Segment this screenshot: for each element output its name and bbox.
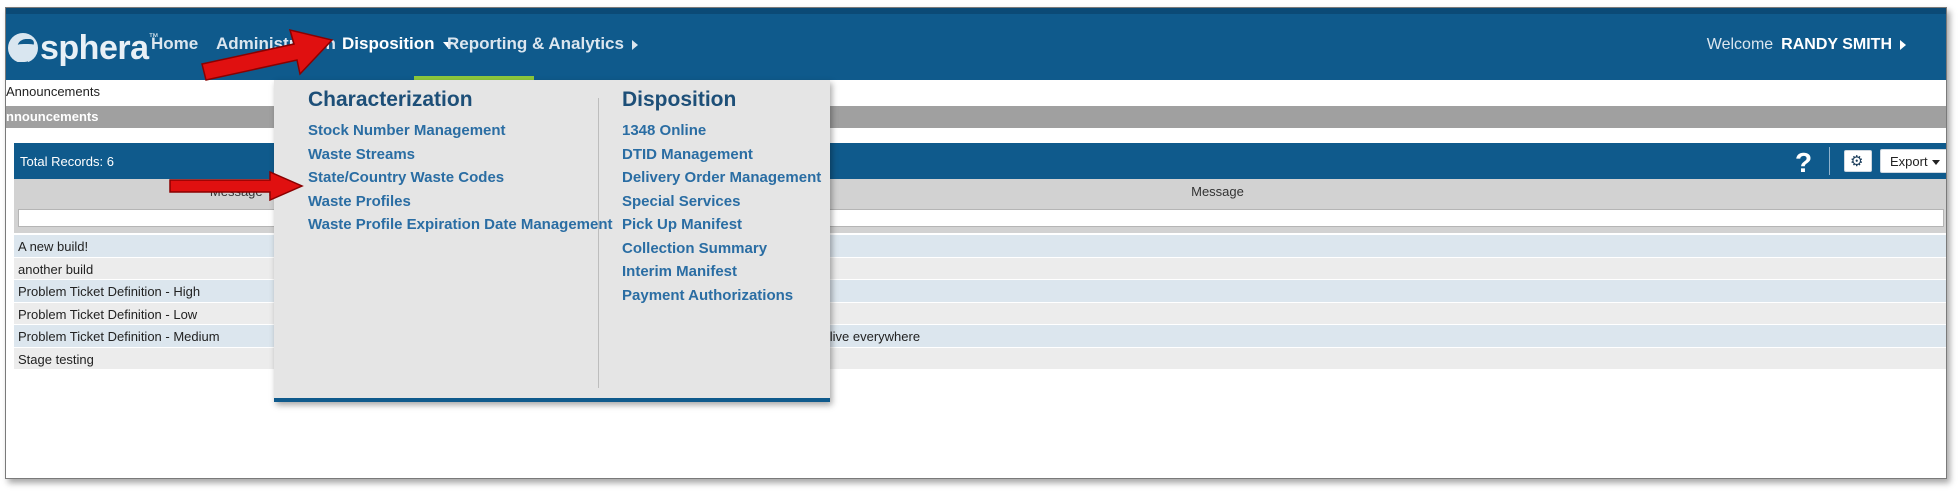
menu-item-waste-streams[interactable]: Waste Streams bbox=[308, 145, 415, 163]
menu-item-waste-profiles[interactable]: Waste Profiles bbox=[308, 192, 411, 210]
menu-item-interim-manifest[interactable]: Interim Manifest bbox=[622, 263, 738, 280]
nav-home[interactable]: Home bbox=[151, 34, 198, 54]
menu-column-disposition: Disposition 1348 Online DTID Management … bbox=[622, 80, 821, 310]
menu-item-dtid-management[interactable]: DTID Management bbox=[622, 145, 753, 163]
nav-home-label: Home bbox=[151, 34, 199, 53]
nav-reporting-analytics[interactable]: Reporting & Analytics bbox=[447, 34, 638, 54]
chevron-right-icon bbox=[631, 39, 638, 50]
menu-item-special-services[interactable]: Special Services bbox=[622, 192, 741, 210]
total-records: Total Records: 6 bbox=[20, 154, 114, 169]
export-button[interactable]: Export bbox=[1880, 149, 1946, 173]
chevron-down-icon bbox=[442, 41, 453, 48]
app-window: sphera ™ Home Administration Disposition… bbox=[5, 7, 1947, 479]
sphera-logo-icon bbox=[8, 33, 38, 63]
menu-item-delivery-order-management[interactable]: Delivery Order Management bbox=[622, 169, 822, 186]
nav-disposition[interactable]: Disposition bbox=[342, 34, 453, 54]
export-label: Export bbox=[1890, 154, 1928, 169]
menu-item-state-country-waste-codes[interactable]: State/Country Waste Codes bbox=[308, 169, 505, 186]
annotation-arrow-icon bbox=[169, 171, 304, 201]
sphera-logo[interactable]: sphera ™ bbox=[6, 28, 159, 68]
menu-item-payment-authorizations[interactable]: Payment Authorizations bbox=[622, 286, 794, 304]
logo-trademark: ™ bbox=[148, 32, 159, 43]
welcome-label: Welcome bbox=[1706, 36, 1774, 53]
column-header-message[interactable]: Message bbox=[1191, 184, 1244, 199]
top-navigation: sphera ™ Home Administration Disposition… bbox=[6, 8, 1946, 80]
nav-disposition-label: Disposition bbox=[342, 34, 435, 53]
menu-item-collection-summary[interactable]: Collection Summary bbox=[622, 239, 768, 257]
nav-active-underline bbox=[414, 76, 534, 80]
annotation-arrow-icon bbox=[201, 28, 334, 81]
settings-gear-button[interactable] bbox=[1844, 150, 1872, 172]
caret-down-icon bbox=[1931, 160, 1940, 166]
breadcrumb[interactable]: Announcements bbox=[6, 84, 100, 99]
nav-top-strip bbox=[6, 8, 1946, 14]
welcome-user[interactable]: Welcome RANDY SMITH bbox=[1707, 36, 1906, 54]
menu-column-characterization: Characterization Stock Number Management… bbox=[308, 80, 613, 240]
menu-item-pick-up-manifest[interactable]: Pick Up Manifest bbox=[622, 216, 743, 233]
section-title: nnouncements bbox=[6, 109, 99, 124]
chevron-right-icon bbox=[1900, 39, 1906, 50]
nav-reporting-label: Reporting & Analytics bbox=[447, 34, 624, 53]
menu-heading-characterization: Characterization bbox=[308, 88, 473, 111]
menu-heading-disposition: Disposition bbox=[622, 88, 737, 111]
menu-item-waste-profile-expiration[interactable]: Waste Profile Expiration Date Management bbox=[308, 216, 613, 233]
user-name: RANDY SMITH bbox=[1781, 36, 1892, 53]
menu-item-1348-online[interactable]: 1348 Online bbox=[622, 122, 707, 139]
logo-word: sphera bbox=[40, 28, 149, 67]
menu-divider bbox=[598, 98, 599, 388]
help-icon[interactable]: ? bbox=[1795, 147, 1813, 178]
toolbar-divider bbox=[1829, 147, 1830, 175]
menu-item-stock-number-management[interactable]: Stock Number Management bbox=[308, 122, 506, 139]
disposition-dropdown-menu: Characterization Stock Number Management… bbox=[274, 80, 830, 402]
